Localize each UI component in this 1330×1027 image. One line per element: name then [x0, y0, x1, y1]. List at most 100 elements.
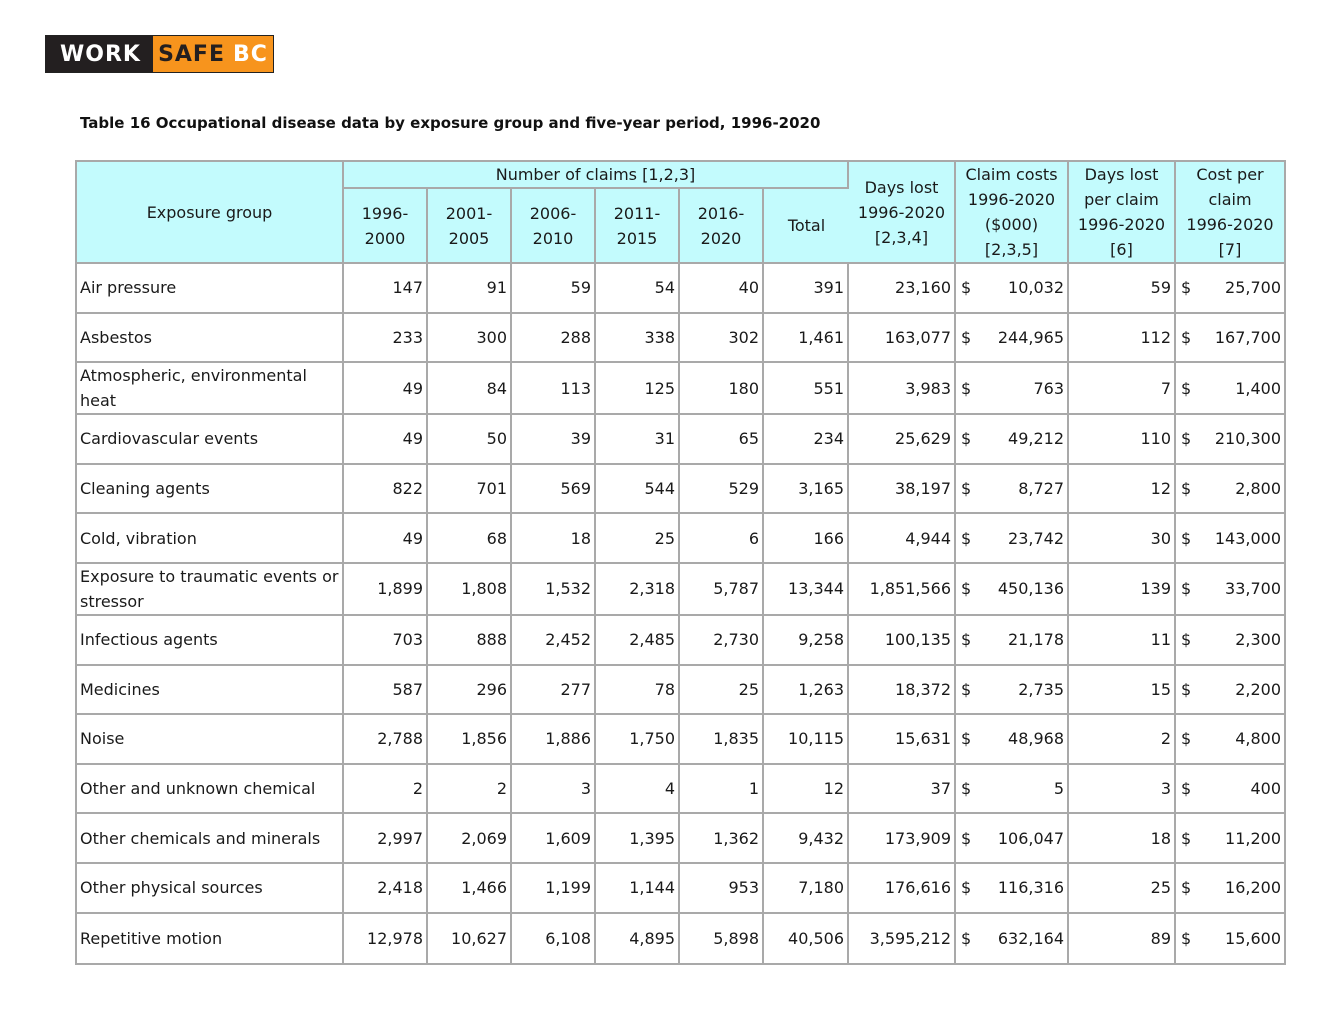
cell-days-lost: 15,631: [849, 715, 956, 765]
table-row: Cleaning agents 822 701 569 544 529 3,165 38,19…: [77, 464, 1284, 515]
cell-claim-costs: $23,742: [956, 514, 1069, 564]
cell-claims-p1: 2,418: [344, 863, 428, 914]
currency-symbol: $: [1181, 327, 1192, 347]
claim-costs-wrapper: $23,742: [959, 529, 1064, 548]
cell-claims-p1: 12,978: [344, 913, 428, 964]
currency-symbol: $: [961, 729, 972, 749]
cell-claims-p3: 3: [512, 764, 596, 815]
cell-claims-p5: 40: [680, 264, 764, 314]
cost-per-claim-value: 16,200: [1225, 878, 1281, 898]
header-period-2016-2020: 2016- 2020: [680, 189, 764, 264]
cell-days-lost: 163,077: [849, 313, 956, 364]
header-period-line: 2000: [364, 228, 406, 248]
cost-per-claim-value: 11,200: [1225, 828, 1281, 848]
table-row: Infectious agents 703 888 2,452 2,485 2,730 9,…: [77, 615, 1284, 666]
header-period-line: 2010: [532, 228, 574, 248]
cell-days-lost: 18,372: [849, 665, 956, 716]
cell-total-claims: 7,180: [764, 863, 849, 914]
cell-total-claims: 551: [764, 363, 849, 416]
cost-per-claim-value: 210,300: [1214, 429, 1281, 449]
days-lost-value: 37: [930, 779, 951, 799]
cell-claims-p1: 1,899: [344, 563, 428, 616]
days-lost-value: 18,372: [895, 679, 951, 699]
claim-costs-wrapper: $5: [959, 779, 1064, 798]
cell-claims-p4: 125: [596, 363, 680, 416]
cost-per-claim-value: 1,400: [1235, 378, 1281, 398]
cell-claims-p3: 113: [512, 363, 596, 416]
claim-costs-value: 632,164: [997, 928, 1064, 948]
cell-days-lost: 38,197: [849, 464, 956, 515]
table-row: Asbestos 233 300 288 338 302 1,461 163,077 $244,…: [77, 313, 1284, 364]
logo-work-part: WORK: [46, 36, 153, 72]
cell-days-lost-per-claim: 11: [1069, 615, 1176, 666]
claim-costs-value: 116,316: [997, 878, 1064, 898]
cell-claims-p5: 6: [680, 514, 764, 564]
cell-days-lost-per-claim: 15: [1069, 665, 1176, 716]
header-days-per-claim-line: [6]: [1110, 240, 1133, 259]
cell-claims-p3: 1,609: [512, 814, 596, 864]
claim-costs-value: 763: [1033, 378, 1064, 398]
cell-days-lost-per-claim: 18: [1069, 814, 1176, 864]
cell-exposure-group: Atmospheric, environmental heat: [77, 363, 344, 416]
cell-claims-p5: 953: [680, 863, 764, 914]
claim-costs-wrapper: $450,136: [959, 579, 1064, 598]
claim-costs-value: 450,136: [997, 579, 1064, 599]
logo-work-text: WORK: [60, 41, 141, 67]
table-row: Exposure to traumatic events or stressor…: [77, 563, 1284, 616]
table-header: Exposure group Number of claims [1,2,3] …: [77, 162, 1284, 264]
table-row: Atmospheric, environmental heat 49 84 113 12…: [77, 363, 1284, 416]
logo-safe-part: SAFE BC: [153, 36, 273, 72]
claim-costs-wrapper: $21,178: [959, 630, 1064, 649]
days-lost-value: 38,197: [895, 479, 951, 499]
cost-per-claim-value: 2,300: [1235, 630, 1281, 650]
cell-days-lost-per-claim: 7: [1069, 363, 1176, 416]
cell-claims-p4: 2,485: [596, 615, 680, 666]
cell-claims-p2: 50: [428, 415, 512, 465]
currency-symbol: $: [961, 479, 972, 499]
table-row: Medicines 587 296 277 78 25 1,263 18,372 $2,735 1…: [77, 665, 1284, 716]
cell-claims-p3: 288: [512, 313, 596, 364]
cell-total-claims: 40,506: [764, 913, 849, 964]
cell-days-lost: 23,160: [849, 264, 956, 314]
cell-exposure-group: Other and unknown chemical: [77, 764, 344, 815]
claim-costs-value: 106,047: [997, 828, 1064, 848]
claim-costs-value: 21,178: [1008, 630, 1064, 650]
cell-claims-p2: 1,808: [428, 563, 512, 616]
header-total: Total: [764, 189, 849, 264]
cell-days-lost: 3,983: [849, 363, 956, 416]
cell-claim-costs: $5: [956, 764, 1069, 815]
cell-claims-p2: 2: [428, 764, 512, 815]
days-lost-value: 100,135: [884, 630, 951, 650]
header-period-line: 2006-: [529, 203, 577, 223]
currency-symbol: $: [1181, 278, 1192, 298]
claim-costs-value: 8,727: [1018, 479, 1064, 499]
cell-cost-per-claim: $25,700: [1176, 264, 1284, 314]
currency-symbol: $: [961, 878, 972, 898]
cost-per-claim-value: 400: [1250, 779, 1281, 799]
cell-days-lost: 176,616: [849, 863, 956, 914]
cell-claims-p3: 1,886: [512, 715, 596, 765]
cost-per-claim-wrapper: $2,300: [1179, 630, 1281, 649]
cell-days-lost-per-claim: 110: [1069, 415, 1176, 465]
claim-costs-value: 23,742: [1008, 528, 1064, 548]
cell-claims-p1: 49: [344, 363, 428, 416]
cell-claim-costs: $8,727: [956, 464, 1069, 515]
currency-symbol: $: [961, 779, 972, 799]
cell-claims-p5: 529: [680, 464, 764, 515]
cell-exposure-group: Cold, vibration: [77, 514, 344, 564]
cost-per-claim-value: 4,800: [1235, 729, 1281, 749]
cell-days-lost: 3,595,212: [849, 913, 956, 964]
cell-exposure-group: Infectious agents: [77, 615, 344, 666]
header-period-1996-2000: 1996- 2000: [344, 189, 428, 264]
cell-days-lost: 100,135: [849, 615, 956, 666]
cell-claims-p2: 888: [428, 615, 512, 666]
cell-claims-p4: 1,395: [596, 814, 680, 864]
cell-claims-p5: 5,898: [680, 913, 764, 964]
cell-cost-per-claim: $2,800: [1176, 465, 1284, 515]
claim-costs-wrapper: $116,316: [959, 878, 1064, 897]
cell-cost-per-claim: $4,800: [1176, 715, 1284, 765]
claim-costs-wrapper: $632,164: [959, 929, 1064, 948]
header-period-line: 2020: [700, 228, 742, 248]
header-exposure-group: Exposure group: [77, 162, 344, 264]
cell-claim-costs: $116,316: [956, 863, 1069, 914]
